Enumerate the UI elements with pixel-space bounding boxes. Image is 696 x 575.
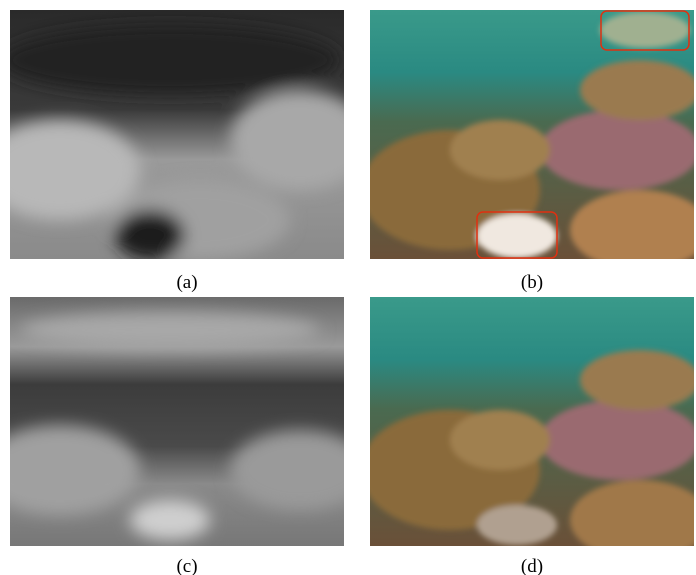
caption: (d) — [521, 556, 543, 575]
depth-map-a — [0, 10, 370, 260]
caption: (a) — [176, 272, 197, 293]
caption: (c) — [176, 556, 197, 575]
photo-d — [360, 297, 696, 560]
caption: (b) — [521, 272, 543, 293]
depth-map-c — [0, 297, 370, 546]
photo-b — [360, 10, 696, 270]
figure: (a) (b) (c) (d) — [0, 0, 696, 575]
